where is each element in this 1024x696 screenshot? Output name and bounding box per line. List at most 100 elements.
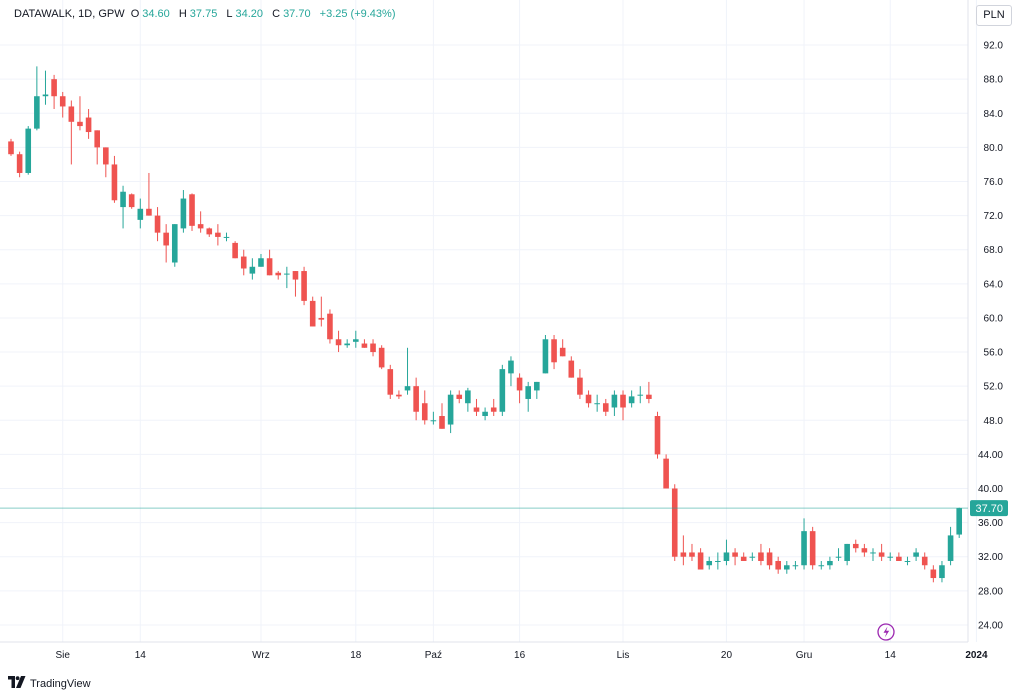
flash-icon[interactable]: [877, 623, 895, 641]
candle[interactable]: [801, 518, 807, 570]
candle[interactable]: [680, 535, 687, 566]
candle[interactable]: [775, 556, 781, 574]
candle[interactable]: [206, 227, 213, 237]
candle[interactable]: [663, 454, 669, 489]
candle[interactable]: [852, 539, 859, 553]
candle[interactable]: [534, 381, 540, 399]
candle[interactable]: [189, 193, 195, 231]
candle[interactable]: [327, 309, 333, 344]
candle[interactable]: [387, 364, 394, 399]
candle[interactable]: [111, 155, 118, 203]
candle[interactable]: [637, 386, 644, 404]
candle[interactable]: [809, 526, 816, 570]
candle[interactable]: [585, 390, 592, 408]
candle[interactable]: [930, 565, 937, 583]
candle[interactable]: [602, 398, 609, 417]
candle[interactable]: [42, 70, 49, 105]
candle[interactable]: [335, 330, 342, 353]
candle[interactable]: [792, 560, 799, 570]
candle[interactable]: [508, 356, 514, 387]
candle[interactable]: [499, 364, 506, 417]
candle[interactable]: [103, 147, 109, 178]
tradingview-brand[interactable]: TradingView: [8, 676, 91, 691]
candle[interactable]: [577, 369, 583, 399]
candle[interactable]: [146, 172, 152, 216]
candle[interactable]: [258, 253, 264, 267]
candle[interactable]: [430, 411, 437, 425]
candle[interactable]: [292, 271, 299, 297]
candle[interactable]: [628, 390, 635, 408]
candle[interactable]: [77, 96, 83, 131]
candle[interactable]: [215, 224, 221, 246]
candle[interactable]: [697, 548, 704, 570]
candle[interactable]: [59, 91, 66, 118]
candle[interactable]: [758, 543, 764, 566]
candle[interactable]: [120, 185, 126, 229]
candle[interactable]: [921, 552, 928, 570]
candle[interactable]: [232, 241, 238, 259]
candle[interactable]: [34, 66, 40, 131]
candle[interactable]: [671, 484, 678, 561]
candle[interactable]: [732, 548, 738, 566]
candle[interactable]: [240, 249, 247, 276]
candle[interactable]: [706, 556, 713, 570]
candle[interactable]: [844, 543, 850, 566]
candle[interactable]: [163, 224, 169, 263]
candle[interactable]: [516, 373, 523, 404]
currency-button[interactable]: PLN: [976, 5, 1012, 26]
candle[interactable]: [137, 198, 144, 229]
candle[interactable]: [361, 339, 368, 348]
candle[interactable]: [525, 381, 531, 412]
candle[interactable]: [154, 207, 161, 242]
candle[interactable]: [947, 526, 954, 566]
candle[interactable]: [784, 560, 790, 574]
candle[interactable]: [594, 394, 600, 412]
candle[interactable]: [568, 356, 575, 378]
candle[interactable]: [465, 387, 471, 412]
candle[interactable]: [490, 398, 497, 417]
candle[interactable]: [956, 507, 962, 538]
candle[interactable]: [223, 232, 230, 242]
candle[interactable]: [51, 74, 57, 110]
candle[interactable]: [16, 151, 23, 178]
candle[interactable]: [171, 224, 178, 267]
candle[interactable]: [715, 552, 721, 570]
candle[interactable]: [421, 390, 428, 425]
candle[interactable]: [447, 390, 454, 434]
candle[interactable]: [870, 548, 876, 561]
candle[interactable]: [611, 390, 618, 417]
candle[interactable]: [740, 552, 747, 561]
candle[interactable]: [473, 398, 480, 417]
candle[interactable]: [309, 296, 316, 327]
candle[interactable]: [284, 266, 290, 289]
candle[interactable]: [94, 130, 100, 165]
candle[interactable]: [128, 193, 135, 209]
candle[interactable]: [353, 330, 359, 348]
candle[interactable]: [654, 411, 661, 459]
candle[interactable]: [939, 560, 945, 583]
candle[interactable]: [249, 258, 256, 280]
candle[interactable]: [749, 552, 756, 561]
candle[interactable]: [878, 543, 885, 561]
candle[interactable]: [378, 345, 385, 370]
candle[interactable]: [8, 138, 14, 156]
candle[interactable]: [266, 249, 273, 276]
candle[interactable]: [197, 211, 204, 233]
candle[interactable]: [396, 390, 402, 399]
candle[interactable]: [275, 271, 282, 280]
candle[interactable]: [766, 548, 773, 570]
candle[interactable]: [370, 339, 376, 357]
candle[interactable]: [25, 126, 32, 175]
candle[interactable]: [689, 543, 695, 561]
candle[interactable]: [827, 556, 833, 570]
candle[interactable]: [180, 190, 187, 233]
candle[interactable]: [835, 548, 842, 561]
candle[interactable]: [913, 548, 919, 561]
candle[interactable]: [301, 266, 307, 306]
candle[interactable]: [404, 347, 411, 395]
candle[interactable]: [723, 539, 730, 566]
candle[interactable]: [861, 543, 868, 557]
candle[interactable]: [646, 381, 652, 404]
candle[interactable]: [68, 100, 75, 165]
